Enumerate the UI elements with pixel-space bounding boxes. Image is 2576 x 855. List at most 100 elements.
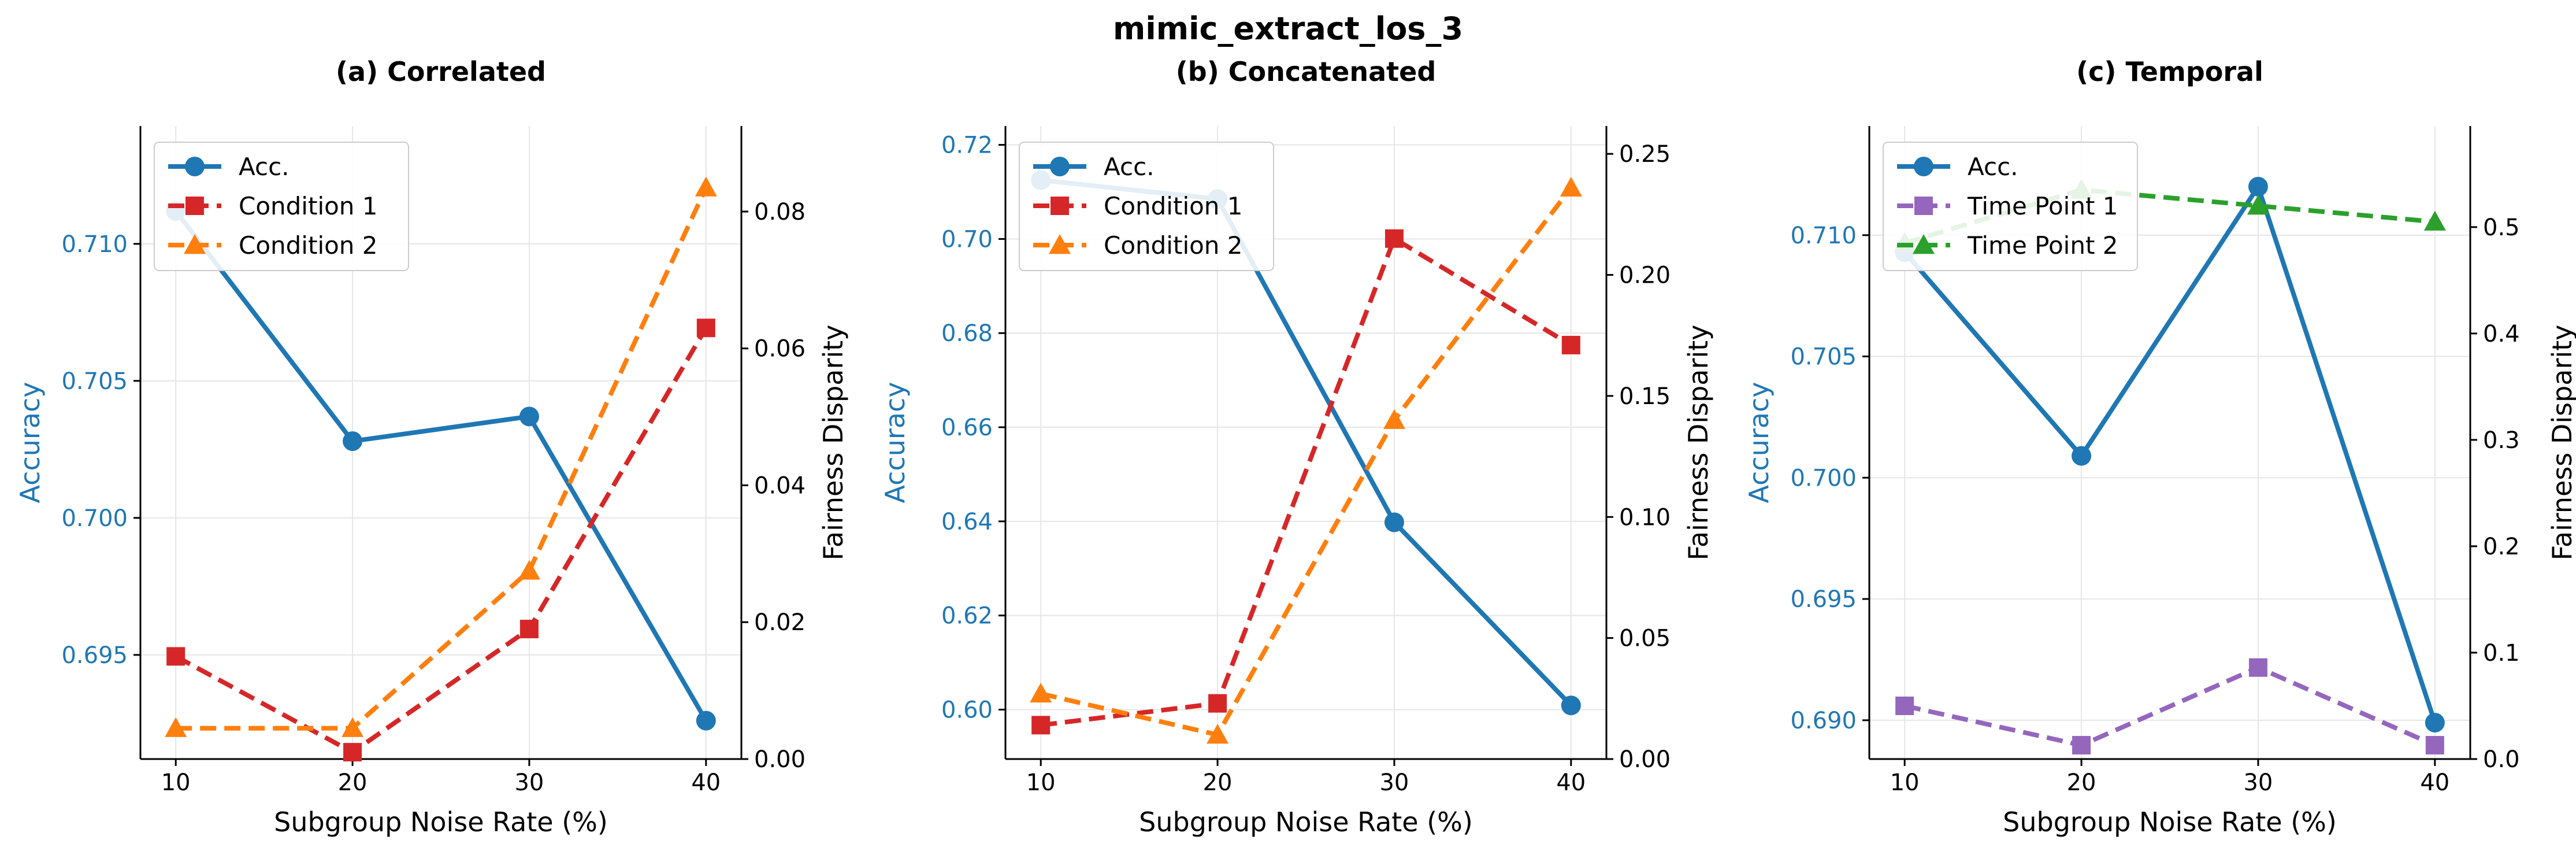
right-y-tick-label: 0.05 [1619,625,1671,652]
legend-label: Acc. [1104,153,1155,181]
right-y-tick-label: 0.08 [754,199,806,225]
x-tick-label: 30 [2243,769,2273,796]
left-y-tick-label: 0.62 [941,603,993,630]
legend-label: Time Point 2 [1967,231,2118,260]
right-y-tick-label: 0.4 [2483,321,2520,347]
legend-label: Condition 2 [239,231,378,260]
left-y-tick-label: 0.700 [1790,465,1857,491]
right-y-axis-label: Fairness Disparity [2547,325,2576,561]
data-point-time-point-1 [1895,696,1914,715]
x-tick-label: 10 [1026,769,1056,796]
data-point-acc [1384,512,1404,532]
series-line-time-point-1 [1904,665,2436,748]
data-point-condition-2 [1560,176,1582,197]
left-y-tick-label: 0.72 [941,132,993,159]
right-y-tick-label: 0.25 [1619,141,1671,168]
x-tick-label: 40 [2420,769,2449,796]
series-line-condition-2 [1040,186,1573,738]
legend-label: Acc. [1968,153,2018,181]
left-y-tick-label: 0.70 [941,226,993,253]
legend-label: Condition 2 [1104,231,1243,260]
legend-box [1019,142,1274,271]
left-y-tick-label: 0.64 [941,509,993,535]
legend-label: Time Point 1 [1967,192,2118,220]
data-point-acc [1561,695,1581,716]
series-line-acc [1903,184,2437,724]
panel-title: (a) Correlated [336,56,546,87]
data-point-time-point-2 [2423,210,2446,231]
right-y-tick-label: 0.3 [2483,427,2520,454]
left-y-tick-label: 0.695 [61,642,128,669]
left-y-tick-label: 0.705 [61,368,128,395]
data-point-condition-2 [695,176,717,197]
legend-marker [1914,197,1933,215]
data-point-acc [519,406,539,427]
right-y-tick-label: 0.00 [754,746,806,773]
data-point-condition-2 [1383,409,1405,429]
left-y-tick-label: 0.695 [1790,586,1857,613]
data-point-condition-1 [166,647,185,666]
series-line-time-point-2 [1904,187,2436,246]
left-y-tick-label: 0.68 [941,320,993,347]
data-point-condition-1 [1384,229,1404,248]
right-y-tick-label: 0.0 [2483,746,2520,773]
right-y-axis-label: Fairness Disparity [1683,325,1714,561]
left-y-tick-label: 0.710 [1790,223,1857,249]
data-point-condition-2 [342,717,364,737]
x-tick-label: 10 [1890,769,1920,796]
left-y-tick-label: 0.710 [61,231,128,258]
right-y-tick-label: 0.00 [1619,746,1671,773]
right-y-tick-label: 0.02 [754,609,806,636]
data-point-condition-1 [1561,335,1580,354]
left-y-tick-label: 0.705 [1790,344,1857,371]
x-tick-label: 20 [2067,769,2096,796]
left-y-axis-label: Accuracy [879,382,911,503]
left-y-axis-label: Accuracy [14,382,46,503]
legend-marker [184,234,206,254]
series-line-acc [174,209,708,722]
data-point-acc [2072,446,2092,466]
data-point-acc [2248,176,2268,197]
series-line-condition-2 [176,186,708,731]
data-point-condition-2 [165,717,187,737]
data-point-time-point-2 [2247,195,2269,215]
legend-marker [1914,157,1933,176]
x-tick-label: 30 [1379,769,1409,796]
x-axis-label: Subgroup Noise Rate (%) [1139,806,1473,838]
legend-label: Condition 1 [1104,192,1243,220]
panel-title: (c) Temporal [2076,56,2263,87]
data-point-acc [2425,713,2445,733]
panel-title: (b) Concatenated [1176,56,1437,87]
right-y-tick-label: 0.20 [1619,262,1671,289]
x-axis-label: Subgroup Noise Rate (%) [2003,806,2337,838]
data-point-time-point-1 [2072,736,2091,755]
x-tick-label: 40 [691,769,721,796]
right-y-tick-label: 0.2 [2483,534,2520,560]
left-y-tick-label: 0.690 [1790,708,1857,734]
data-point-acc [343,431,363,451]
data-point-condition-2 [1207,724,1229,744]
right-y-tick-label: 0.5 [2483,214,2520,241]
legend-marker [185,157,205,176]
legend-box [154,142,409,271]
data-point-time-point-1 [2425,736,2444,755]
legend-marker [1049,234,1071,254]
right-y-axis-label: Fairness Disparity [818,325,849,561]
legend-marker [1913,234,1935,254]
figure-suptitle: mimic_extract_los_3 [1113,10,1463,47]
series-line-condition-1 [175,327,708,755]
x-tick-label: 40 [1556,769,1586,796]
legend-label: Acc. [239,153,289,181]
chart-panels: 10 20 30 40 0.695 0.700 0.705 0.710 0.00 0.02 0.0 4… [14,56,2576,838]
left-y-tick-label: 0.66 [941,414,993,441]
left-y-axis-label: Accuracy [1743,382,1775,503]
legend-box [1883,142,2138,271]
x-axis-label: Subgroup Noise Rate (%) [274,806,608,838]
data-point-condition-1 [1031,716,1051,735]
chart-panel-2: 10 20 30 40 0.60 0.62 0.64 0.66 0.68 0.70 0.72 0.00… [879,56,1714,838]
chart-panel-3: 10 20 30 40 0.690 0.695 0.700 0.705 0.710 0.0 0.1 0… [1743,56,2576,838]
data-point-time-point-1 [2248,658,2267,677]
legend-marker [1050,157,1070,176]
right-y-tick-label: 0.06 [754,336,806,362]
